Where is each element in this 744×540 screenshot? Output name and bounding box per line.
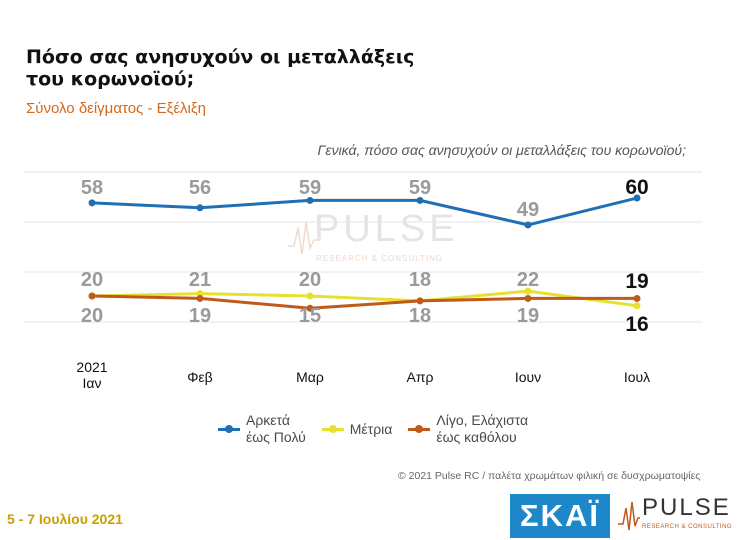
survey-date: 5 - 7 Ιουλίου 2021 — [7, 511, 123, 527]
data-label: 21 — [189, 269, 211, 291]
legend-label-medium-line1: Μέτρια — [349, 420, 393, 437]
legend-marker-low — [408, 424, 431, 434]
legend-label-medium: Μέτρια — [350, 421, 393, 438]
legend-item-medium: Μέτρια — [321, 421, 393, 438]
series-line-2 — [91, 294, 637, 310]
x-tick-label: Ιουλ — [624, 369, 650, 385]
data-label: 59 — [299, 177, 321, 199]
data-label: 19 — [625, 270, 648, 293]
data-label: 58 — [81, 177, 103, 199]
x-tick-label: Ιουν — [515, 369, 541, 385]
pulse-logo: PULSE RESEARCH & CONSULTING — [618, 494, 738, 538]
pulse-wave-icon — [288, 221, 318, 255]
legend-label-high-line2: έως Πολύ — [246, 429, 306, 445]
pulse-logo-wave-icon — [618, 501, 640, 531]
legend-label-low: Λίγο, Ελάχιστα έως καθόλου — [436, 412, 528, 446]
data-label: 20 — [81, 269, 103, 291]
data-label: 18 — [409, 269, 431, 291]
x-tick-label: 2021 — [76, 359, 107, 375]
data-label: 60 — [625, 176, 648, 199]
data-labels: 58 56 59 59 49 60 20 21 20 18 22 16 20 19 15 18 19 19 — [81, 176, 649, 336]
data-point — [196, 290, 204, 298]
pulse-logo-word: PULSE — [642, 494, 731, 521]
data-point — [88, 292, 96, 300]
legend-label-low-line1: Λίγο, Ελάχιστα — [436, 412, 529, 428]
data-label: 59 — [409, 177, 431, 199]
pulse-logo-sub: RESEARCH & CONSULTING — [642, 524, 733, 530]
legend-item-low: Λίγο, Ελάχιστα έως καθόλου — [408, 412, 528, 446]
x-tick-label: Φεβ — [187, 369, 212, 385]
data-label: 20 — [299, 269, 321, 291]
data-point — [306, 304, 314, 312]
watermark-sub: RESEARCH & CONSULTING — [316, 254, 444, 263]
data-point — [416, 297, 424, 305]
x-tick-label: Μαρ — [296, 369, 324, 385]
legend-item-high: Αρκετά έως Πολύ — [218, 412, 306, 446]
data-label: 15 — [299, 305, 321, 327]
data-point — [416, 196, 424, 204]
data-label: 19 — [517, 305, 539, 327]
legend-label-high: Αρκετά έως Πολύ — [246, 412, 306, 446]
data-label: 56 — [189, 177, 211, 199]
copyright-credit: © 2021 Pulse RC / παλέτα χρωμάτων φιλική… — [398, 470, 701, 482]
watermark-word: PULSE — [314, 208, 459, 250]
skai-logo: ΣΚΑΪ — [510, 494, 610, 538]
series-line-1 — [91, 289, 638, 308]
series-points — [88, 194, 641, 312]
data-label: 22 — [517, 269, 539, 291]
gridlines — [24, 171, 702, 323]
data-label: 16 — [625, 313, 648, 336]
x-tick-label: Ιαν — [83, 375, 102, 391]
data-point — [524, 221, 532, 229]
legend-label-low-line2: έως καθόλου — [436, 429, 517, 445]
legend-marker-high — [218, 424, 240, 434]
page-subtitle: Σύνολο δείγματος - Εξέλιξη — [26, 100, 206, 117]
data-point — [633, 294, 641, 302]
data-point — [524, 294, 532, 302]
data-point — [524, 287, 532, 295]
legend-label-high-line1: Αρκετά — [246, 412, 290, 428]
legend-marker-medium — [321, 424, 344, 434]
data-point — [306, 196, 314, 204]
series-lines — [91, 196, 638, 310]
data-point — [88, 199, 96, 207]
data-point — [196, 294, 204, 302]
data-point — [633, 302, 641, 310]
data-label: 20 — [81, 305, 103, 327]
data-point — [196, 204, 204, 212]
data-point — [306, 292, 314, 300]
data-label: 19 — [189, 305, 211, 327]
series-line-0 — [91, 196, 638, 227]
x-tick-label: Απρ — [407, 369, 434, 385]
pulse-watermark: PULSE RESEARCH & CONSULTING — [288, 208, 458, 270]
page-title: Πόσο σας ανησυχούν οι μεταλλάξεις του κο… — [26, 46, 415, 90]
chart-title: Γενικά, πόσο σας ανησυχούν οι μεταλλάξει… — [317, 142, 686, 158]
data-point — [633, 194, 641, 202]
chart-legend: Αρκετά έως Πολύ Μέτρια Λίγο, Ελάχιστα έω… — [218, 412, 528, 446]
data-label: 18 — [409, 305, 431, 327]
data-label: 49 — [517, 199, 539, 221]
